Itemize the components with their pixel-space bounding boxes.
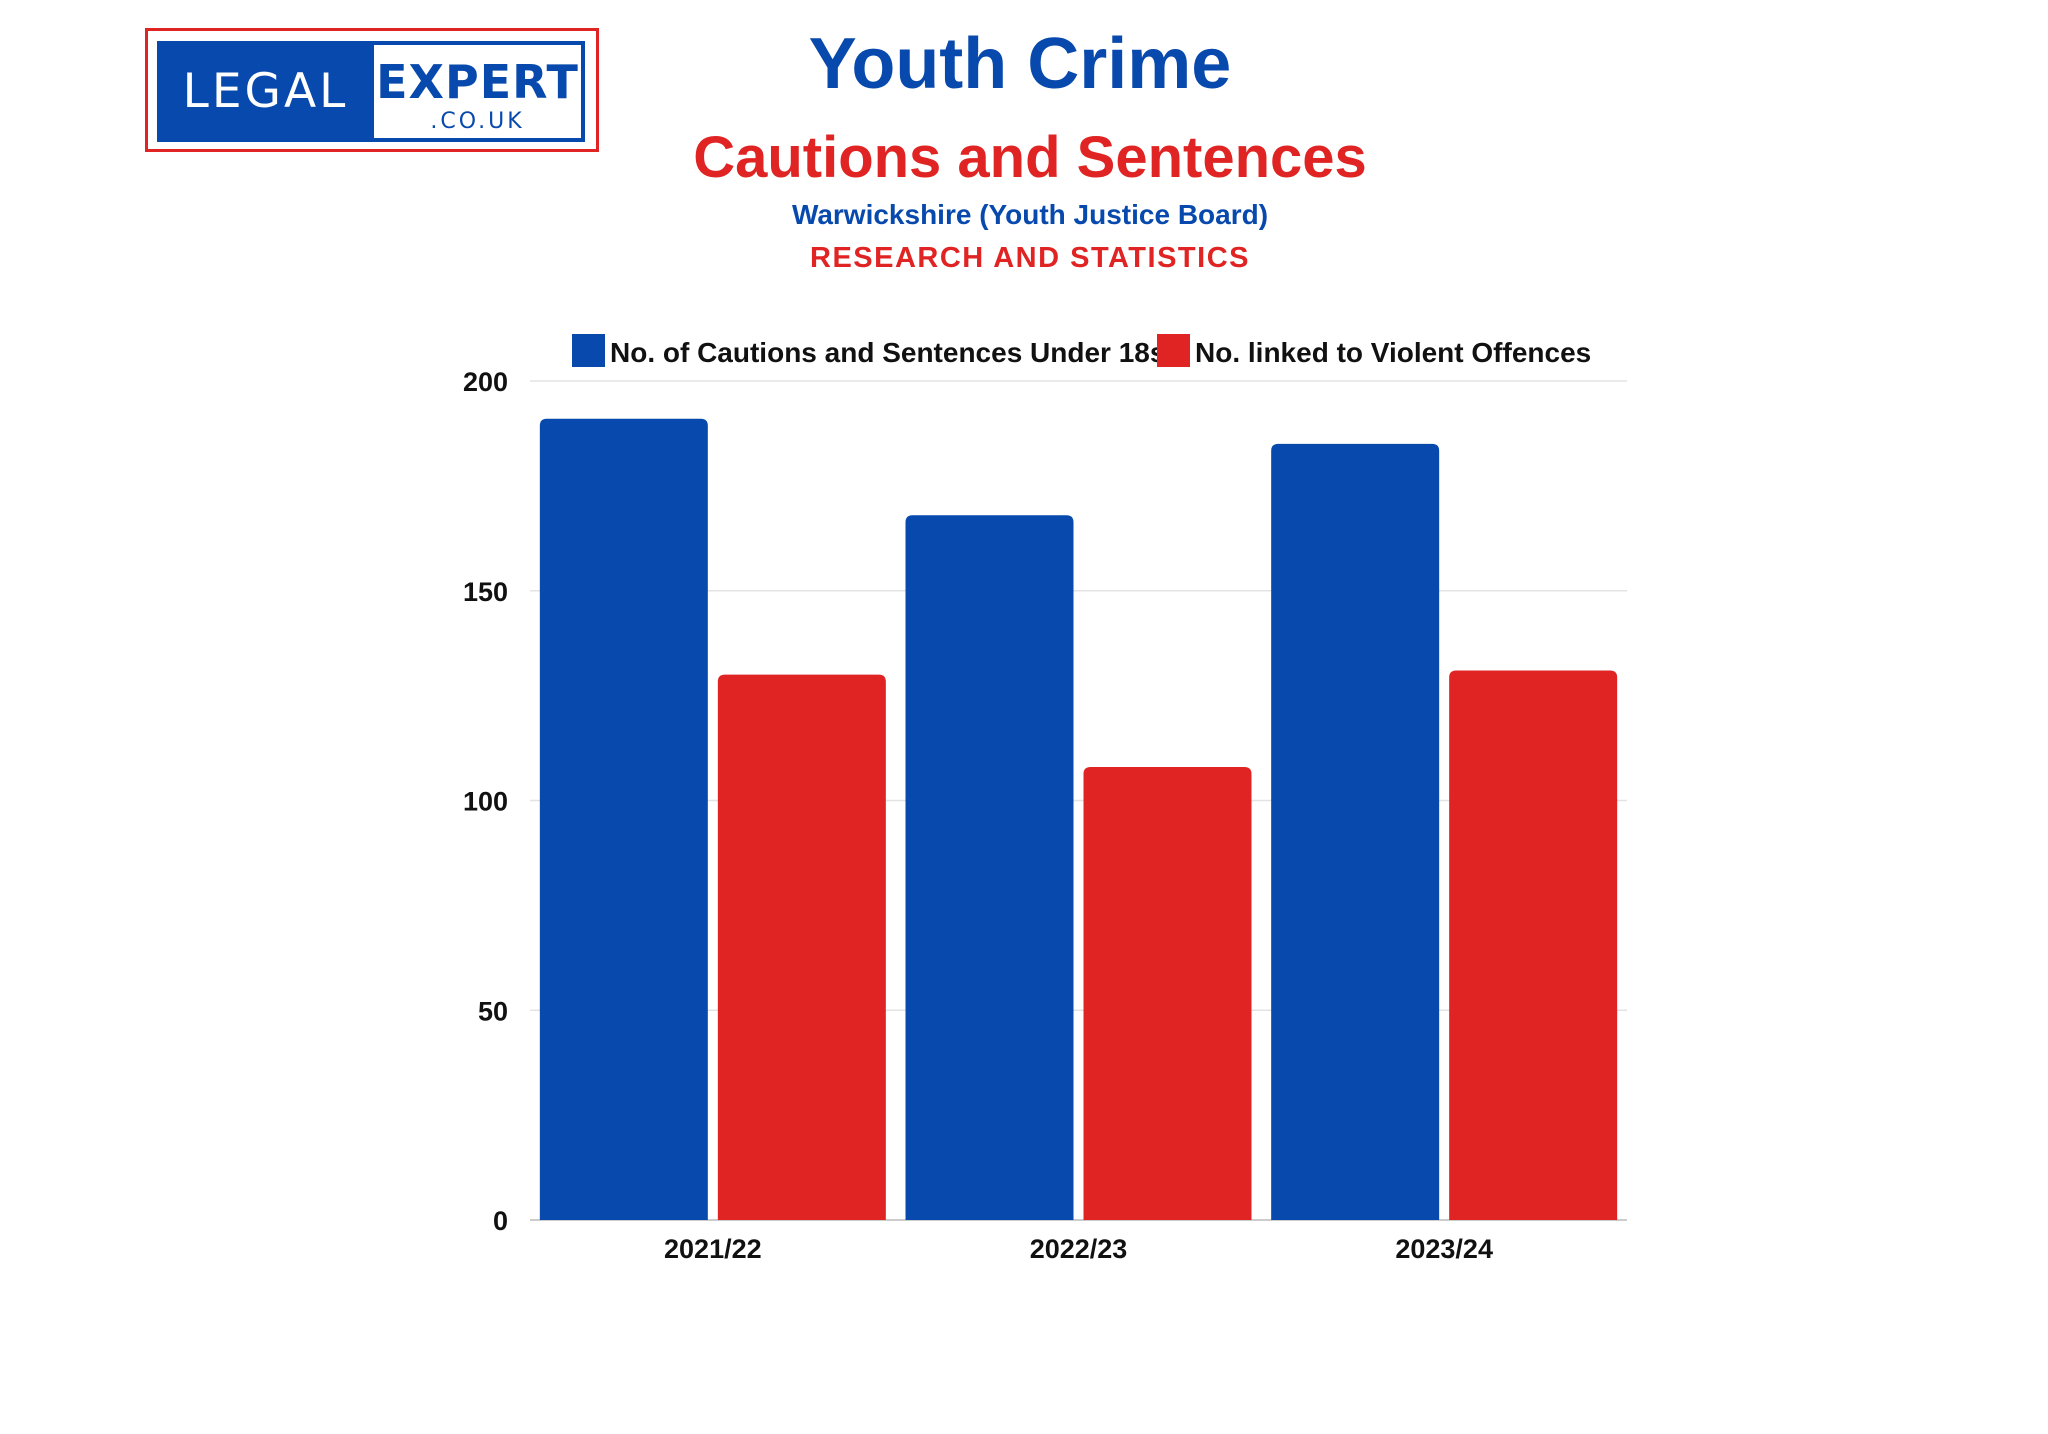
bar-cautions-2021-22 [539,418,708,1220]
y-tick-label: 200 [463,367,508,397]
legend-label: No. linked to Violent Offences [1195,337,1591,368]
y-tick-label: 150 [463,577,508,607]
logo-left-text: LEGAL [182,64,349,119]
data-source: Warwickshire (Youth Justice Board) [791,199,1269,230]
logo-domain-text: .CO.UK [430,109,525,134]
legend-label: No. of Cautions and Sentences Under 18s [610,337,1165,368]
x-tick-label: 2022/23 [1030,1234,1128,1264]
y-tick-label: 0 [493,1206,508,1236]
logo-right-panel: EXPERT .CO.UK [374,41,585,142]
x-tick-label: 2023/24 [1395,1234,1493,1264]
bar-violent-2023-24 [1449,670,1618,1220]
bar-violent-2021-22 [717,674,886,1220]
logo-badge: LEGAL EXPERT .CO.UK [157,41,585,142]
legend-swatch [572,334,605,367]
bar-cautions-2022-23 [905,515,1074,1220]
x-tick-label: 2021/22 [664,1234,762,1264]
legal-expert-logo: LEGAL EXPERT .CO.UK [145,28,599,152]
tagline: RESEARCH AND STATISTICS [810,242,1250,274]
page-title: Youth Crime [808,24,1232,104]
page-subtitle: Cautions and Sentences [693,125,1367,190]
y-tick-label: 50 [478,996,508,1026]
legend-swatch [1157,334,1190,367]
y-tick-label: 100 [463,787,508,817]
bar-violent-2022-23 [1083,766,1252,1220]
bar-cautions-2023-24 [1271,443,1440,1220]
logo-right-text: EXPERT [376,55,579,109]
